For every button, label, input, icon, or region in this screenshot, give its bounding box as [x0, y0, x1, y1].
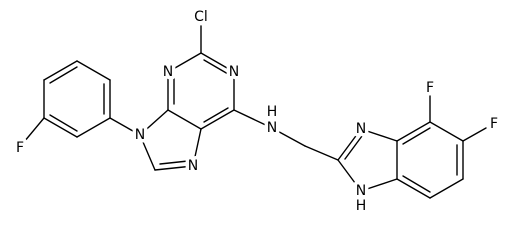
bond — [462, 127, 487, 142]
bond — [200, 109, 235, 130]
atom-label: N — [356, 183, 366, 199]
atom-labels: Cl N N N N N H F N N H F F — [12, 6, 501, 216]
bond — [402, 127, 431, 145]
bond — [167, 52, 202, 73]
bond — [344, 135, 363, 160]
bond — [360, 128, 398, 142]
atom-label: H — [356, 198, 367, 214]
bond — [396, 121, 431, 142]
bond — [337, 159, 362, 192]
bond — [402, 175, 431, 193]
atom-label: Cl — [194, 9, 208, 25]
atom-label: N — [188, 158, 198, 174]
bond — [49, 66, 78, 84]
atom-label: N — [267, 120, 277, 136]
atom-label: N — [163, 64, 173, 80]
bond — [139, 134, 156, 171]
bond — [76, 117, 111, 138]
bond — [49, 114, 78, 132]
bond — [396, 178, 431, 199]
atom-label: F — [426, 80, 434, 96]
bond — [76, 60, 111, 81]
bond — [271, 127, 306, 147]
bond — [23, 117, 45, 143]
atom-label: H — [267, 104, 278, 120]
bond — [200, 52, 235, 73]
atom-label: N — [356, 121, 366, 137]
bond — [159, 160, 189, 165]
bond — [429, 121, 464, 142]
bond — [203, 59, 229, 75]
bond — [304, 145, 339, 161]
bond — [154, 165, 194, 171]
bond — [109, 117, 141, 136]
molecule: Cl N N N N N H F N N H F F — [12, 6, 501, 216]
atom-label: N — [135, 127, 145, 143]
bond — [167, 109, 202, 130]
bond — [360, 178, 398, 192]
bond — [429, 178, 464, 199]
bond — [203, 107, 229, 123]
bond — [337, 128, 362, 161]
bonds — [23, 25, 487, 199]
bond — [233, 109, 273, 129]
atom-label: N — [229, 64, 239, 80]
bond — [43, 117, 78, 138]
atom-label: F — [490, 116, 498, 132]
bond — [192, 128, 202, 167]
bond — [139, 109, 169, 136]
bond — [43, 60, 78, 81]
atom-label: F — [16, 140, 24, 156]
